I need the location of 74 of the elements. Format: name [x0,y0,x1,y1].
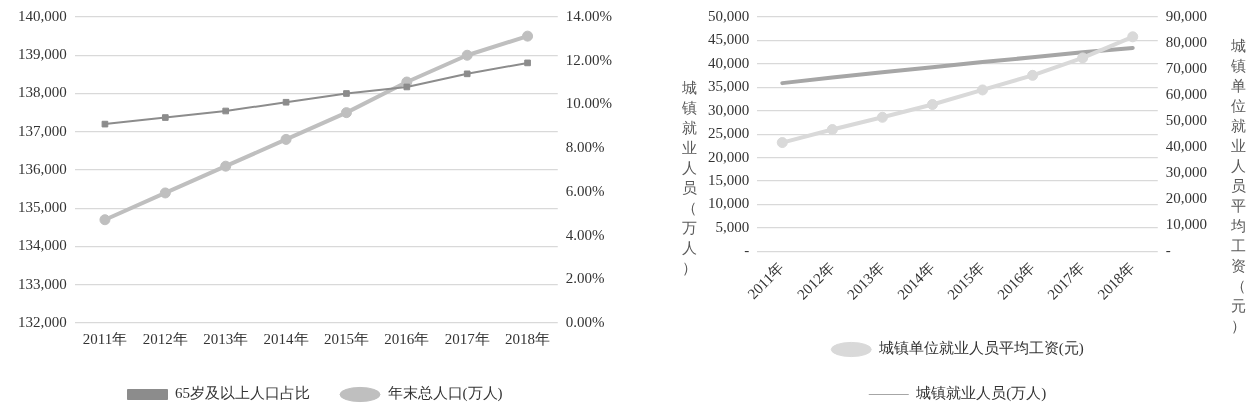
point [403,83,411,91]
y2-tick-label: 12.00% [565,51,612,68]
y2-tick-label: 50,000 [1165,112,1207,129]
point [101,120,109,128]
y2-tick-label: 70,000 [1165,60,1207,77]
y2-tick-label: 10.00% [565,95,612,112]
y-tick-label: 138,000 [18,84,67,101]
point [343,90,350,97]
y2-tick-label: 30,000 [1165,164,1207,181]
y-tick-label: - [744,242,750,259]
x-tick-label: 2013年 [203,330,249,347]
point [222,107,230,115]
y2-tick-label: 10,000 [1165,216,1207,233]
y2-tick-label: - [1165,242,1171,259]
point [776,137,788,149]
point [282,98,290,106]
x-tick-label: 2014年 [263,330,309,347]
y2-tick-label: 20,000 [1165,190,1207,207]
y-tick-label: 20,000 [708,148,750,165]
y2-tick-label: 6.00% [565,182,605,199]
y-tick-label: 132,000 [18,313,67,330]
legend-label: 65岁及以上人口占比 [175,385,310,402]
y2-tick-label: 14.00% [565,7,612,24]
legend-label: 城镇单位就业人员平均工资(元) [877,340,1084,358]
point [876,111,888,123]
legend-label: 年末总人口(万人) [387,385,503,403]
y-tick-label: 135,000 [18,199,67,216]
y-tick-label: 133,000 [18,275,67,292]
y-tick-label: 134,000 [18,237,67,254]
point [522,30,534,42]
point [926,99,938,111]
x-tick-label: 2012年 [142,330,188,347]
y-tick-label: 15,000 [708,172,750,189]
y2-tick-label: 80,000 [1165,33,1207,50]
y-tick-label: 40,000 [708,54,750,71]
y-tick-label: 140,000 [18,7,67,24]
point [340,107,352,119]
point [977,84,989,96]
point [461,49,473,61]
point [99,214,111,226]
y2-tick-label: 90,000 [1165,7,1207,24]
y2-tick-label: 40,000 [1165,138,1207,155]
x-tick-label: 2015年 [323,330,369,347]
y2-tick-label: 60,000 [1165,86,1207,103]
x-tick-label: 2016年 [384,330,430,347]
y2-tick-label: 2.00% [565,270,605,287]
point [159,187,171,199]
x-tick-label: 2017年 [444,330,490,347]
y-tick-label: 137,000 [18,122,67,139]
x-tick-label: 2011年 [82,330,128,347]
y2-tick-label: 4.00% [565,226,605,243]
y-tick-label: 25,000 [708,125,750,142]
point [161,114,169,121]
point [1077,52,1089,64]
y-tick-label: 30,000 [708,101,750,118]
y2-tick-label: 8.00% [565,139,605,156]
text: 城镇就业人员（万人） [681,80,697,276]
point [463,70,471,78]
y-tick-label: 139,000 [18,46,67,63]
y2-tick-label: 0.00% [565,313,605,330]
y-tick-label: 5,000 [715,218,750,235]
y-tick-label: 10,000 [708,195,750,212]
point [220,160,232,172]
y-tick-label: 45,000 [708,31,750,48]
y-tick-label: 50,000 [708,7,750,24]
point [280,133,292,145]
point [1027,69,1039,81]
x-tick-label: 2018年 [505,330,551,347]
text: 城镇单位就业人员平均工资（元） [1230,38,1246,334]
point [524,59,531,67]
y-tick-label: 136,000 [18,160,67,177]
y-tick-label: 35,000 [708,78,750,95]
point [1127,31,1139,43]
legend-label: 城镇就业人员(万人) [915,385,1047,403]
